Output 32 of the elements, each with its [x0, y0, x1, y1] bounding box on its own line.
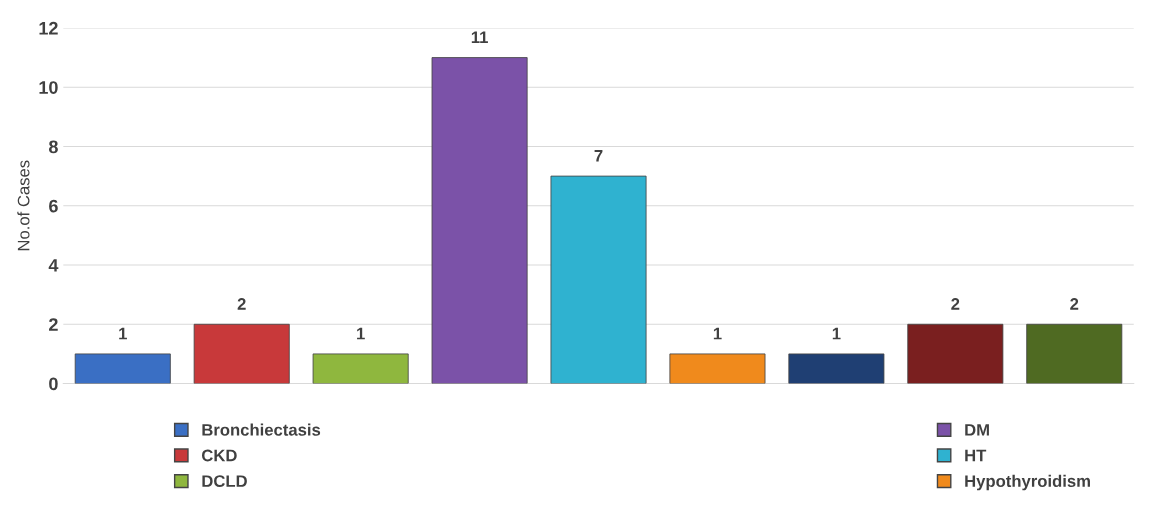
data-label: 11 — [471, 31, 488, 43]
bar — [788, 353, 885, 384]
y-tick-label: 6 — [49, 199, 58, 213]
bar — [669, 353, 766, 384]
bar — [550, 175, 647, 384]
legend-label: DM — [965, 424, 989, 436]
y-tick-label: 8 — [48, 140, 58, 154]
y-tick-label: 0 — [49, 377, 58, 391]
data-label: 7 — [594, 150, 603, 162]
legend-label: CKD — [202, 449, 237, 462]
bar — [193, 323, 290, 384]
y-tick-label: 12 — [39, 21, 58, 35]
data-label: 2 — [1070, 298, 1079, 310]
y-tick-label: 2 — [49, 318, 58, 331]
data-label: 2 — [951, 298, 960, 310]
bar — [1026, 323, 1123, 384]
data-label: 1 — [713, 327, 722, 340]
bar — [312, 353, 409, 384]
y-tick-label: 4 — [48, 259, 59, 272]
bar — [74, 353, 171, 384]
legend-label: HT — [965, 449, 987, 462]
y-tick-label: 10 — [39, 81, 58, 94]
legend-label: DCLD — [202, 475, 247, 488]
y-axis-title: No.of Cases — [17, 160, 30, 251]
legend-label: Bronchiectasis — [202, 423, 321, 436]
data-label: 1 — [119, 327, 127, 340]
legend-label: Hypothyroidism — [965, 474, 1090, 491]
bar — [431, 57, 528, 384]
bar — [907, 323, 1004, 384]
data-label: 2 — [237, 298, 246, 310]
data-label: 1 — [832, 327, 841, 340]
data-label: 1 — [357, 327, 365, 340]
